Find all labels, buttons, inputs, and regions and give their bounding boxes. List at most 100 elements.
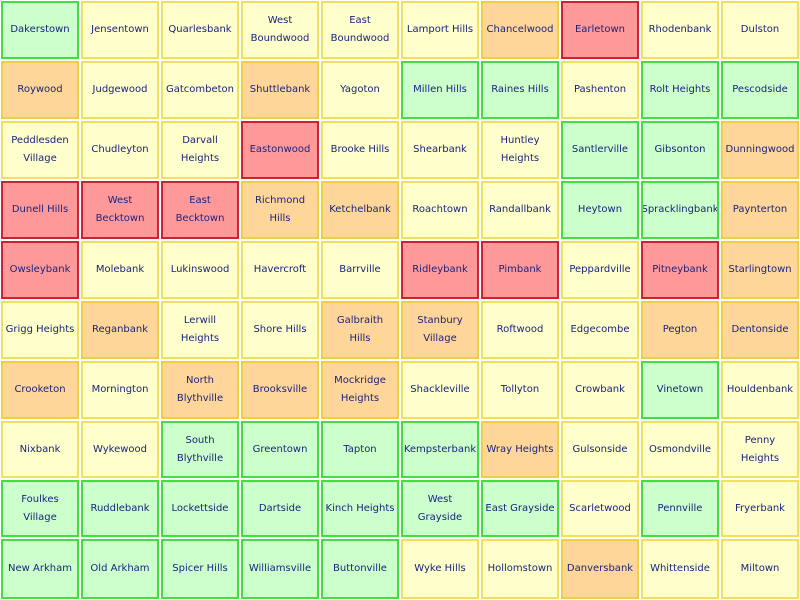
suburb-cell-dakerstown[interactable]: Dakerstown (1, 1, 79, 59)
suburb-cell-lukinswood[interactable]: Lukinswood (161, 241, 239, 299)
suburb-cell-danversbank[interactable]: Danversbank (561, 539, 639, 599)
suburb-cell-lerwill-heights[interactable]: Lerwill Heights (161, 301, 239, 359)
suburb-cell-roywood[interactable]: Roywood (1, 61, 79, 119)
suburb-cell-east-boundwood[interactable]: East Boundwood (321, 1, 399, 59)
suburb-cell-foulkes-village[interactable]: Foulkes Village (1, 480, 79, 537)
suburb-cell-molebank[interactable]: Molebank (81, 241, 159, 299)
suburb-cell-north-blythville[interactable]: North Blythville (161, 361, 239, 419)
suburb-cell-fryerbank[interactable]: Fryerbank (721, 480, 799, 537)
suburb-cell-paynterton[interactable]: Paynterton (721, 181, 799, 239)
suburb-cell-grigg-heights[interactable]: Grigg Heights (1, 301, 79, 359)
suburb-cell-peddlesden-village[interactable]: Peddlesden Village (1, 121, 79, 179)
suburb-cell-yagoton[interactable]: Yagoton (321, 61, 399, 119)
suburb-cell-west-grayside[interactable]: West Grayside (401, 480, 479, 537)
suburb-cell-millen-hills[interactable]: Millen Hills (401, 61, 479, 119)
suburb-cell-pitneybank[interactable]: Pitneybank (641, 241, 719, 299)
suburb-cell-dunningwood[interactable]: Dunningwood (721, 121, 799, 179)
suburb-cell-pimbank[interactable]: Pimbank (481, 241, 559, 299)
suburb-cell-rhodenbank[interactable]: Rhodenbank (641, 1, 719, 59)
suburb-cell-ketchelbank[interactable]: Ketchelbank (321, 181, 399, 239)
suburb-cell-pennville[interactable]: Pennville (641, 480, 719, 537)
suburb-cell-dartside[interactable]: Dartside (241, 480, 319, 537)
suburb-cell-hollomstown[interactable]: Hollomstown (481, 539, 559, 599)
suburb-cell-spracklingbank[interactable]: Spracklingbank (641, 181, 719, 239)
suburb-cell-rolt-heights[interactable]: Rolt Heights (641, 61, 719, 119)
suburb-cell-wray-heights[interactable]: Wray Heights (481, 421, 559, 478)
suburb-cell-chudleyton[interactable]: Chudleyton (81, 121, 159, 179)
suburb-cell-reganbank[interactable]: Reganbank (81, 301, 159, 359)
suburb-cell-pescodside[interactable]: Pescodside (721, 61, 799, 119)
suburb-cell-chancelwood[interactable]: Chancelwood (481, 1, 559, 59)
suburb-cell-tollyton[interactable]: Tollyton (481, 361, 559, 419)
suburb-cell-spicer-hills[interactable]: Spicer Hills (161, 539, 239, 599)
suburb-cell-williamsville[interactable]: Williamsville (241, 539, 319, 599)
suburb-cell-osmondville[interactable]: Osmondville (641, 421, 719, 478)
suburb-cell-crooketon[interactable]: Crooketon (1, 361, 79, 419)
suburb-cell-eastonwood[interactable]: Eastonwood (241, 121, 319, 179)
suburb-cell-earletown[interactable]: Earletown (561, 1, 639, 59)
suburb-cell-scarletwood[interactable]: Scarletwood (561, 480, 639, 537)
suburb-cell-dentonside[interactable]: Dentonside (721, 301, 799, 359)
suburb-cell-mornington[interactable]: Mornington (81, 361, 159, 419)
suburb-cell-vinetown[interactable]: Vinetown (641, 361, 719, 419)
suburb-cell-new-arkham[interactable]: New Arkham (1, 539, 79, 599)
suburb-cell-west-becktown[interactable]: West Becktown (81, 181, 159, 239)
suburb-cell-huntley-heights[interactable]: Huntley Heights (481, 121, 559, 179)
suburb-cell-starlingtown[interactable]: Starlingtown (721, 241, 799, 299)
suburb-cell-gatcombeton[interactable]: Gatcombeton (161, 61, 239, 119)
suburb-cell-miltown[interactable]: Miltown (721, 539, 799, 599)
suburb-cell-roftwood[interactable]: Roftwood (481, 301, 559, 359)
suburb-cell-tapton[interactable]: Tapton (321, 421, 399, 478)
suburb-cell-kempsterbank[interactable]: Kempsterbank (401, 421, 479, 478)
suburb-cell-heytown[interactable]: Heytown (561, 181, 639, 239)
suburb-cell-penny-heights[interactable]: Penny Heights (721, 421, 799, 478)
suburb-cell-wykewood[interactable]: Wykewood (81, 421, 159, 478)
suburb-cell-edgecombe[interactable]: Edgecombe (561, 301, 639, 359)
suburb-cell-east-grayside[interactable]: East Grayside (481, 480, 559, 537)
suburb-cell-owsleybank[interactable]: Owsleybank (1, 241, 79, 299)
suburb-cell-greentown[interactable]: Greentown (241, 421, 319, 478)
suburb-cell-houldenbank[interactable]: Houldenbank (721, 361, 799, 419)
suburb-cell-darvall-heights[interactable]: Darvall Heights (161, 121, 239, 179)
suburb-cell-quarlesbank[interactable]: Quarlesbank (161, 1, 239, 59)
suburb-cell-old-arkham[interactable]: Old Arkham (81, 539, 159, 599)
suburb-cell-buttonville[interactable]: Buttonville (321, 539, 399, 599)
suburb-cell-shearbank[interactable]: Shearbank (401, 121, 479, 179)
suburb-cell-kinch-heights[interactable]: Kinch Heights (321, 480, 399, 537)
suburb-cell-crowbank[interactable]: Crowbank (561, 361, 639, 419)
suburb-cell-dunell-hills[interactable]: Dunell Hills (1, 181, 79, 239)
suburb-cell-raines-hills[interactable]: Raines Hills (481, 61, 559, 119)
suburb-cell-santlerville[interactable]: Santlerville (561, 121, 639, 179)
suburb-cell-mockridge-heights[interactable]: Mockridge Heights (321, 361, 399, 419)
suburb-cell-randallbank[interactable]: Randallbank (481, 181, 559, 239)
suburb-cell-ridleybank[interactable]: Ridleybank (401, 241, 479, 299)
suburb-cell-brooksville[interactable]: Brooksville (241, 361, 319, 419)
suburb-cell-nixbank[interactable]: Nixbank (1, 421, 79, 478)
suburb-cell-lamport-hills[interactable]: Lamport Hills (401, 1, 479, 59)
suburb-cell-galbraith-hills[interactable]: Galbraith Hills (321, 301, 399, 359)
suburb-cell-gulsonside[interactable]: Gulsonside (561, 421, 639, 478)
suburb-cell-south-blythville[interactable]: South Blythville (161, 421, 239, 478)
suburb-cell-west-boundwood[interactable]: West Boundwood (241, 1, 319, 59)
suburb-cell-roachtown[interactable]: Roachtown (401, 181, 479, 239)
suburb-cell-barrville[interactable]: Barrville (321, 241, 399, 299)
suburb-cell-havercroft[interactable]: Havercroft (241, 241, 319, 299)
suburb-cell-dulston[interactable]: Dulston (721, 1, 799, 59)
suburb-cell-shackleville[interactable]: Shackleville (401, 361, 479, 419)
suburb-cell-pegton[interactable]: Pegton (641, 301, 719, 359)
suburb-cell-east-becktown[interactable]: East Becktown (161, 181, 239, 239)
suburb-cell-gibsonton[interactable]: Gibsonton (641, 121, 719, 179)
suburb-cell-shuttlebank[interactable]: Shuttlebank (241, 61, 319, 119)
suburb-cell-whittenside[interactable]: Whittenside (641, 539, 719, 599)
suburb-cell-jensentown[interactable]: Jensentown (81, 1, 159, 59)
suburb-cell-ruddlebank[interactable]: Ruddlebank (81, 480, 159, 537)
suburb-cell-judgewood[interactable]: Judgewood (81, 61, 159, 119)
suburb-cell-wyke-hills[interactable]: Wyke Hills (401, 539, 479, 599)
suburb-cell-lockettside[interactable]: Lockettside (161, 480, 239, 537)
suburb-cell-shore-hills[interactable]: Shore Hills (241, 301, 319, 359)
suburb-cell-peppardville[interactable]: Peppardville (561, 241, 639, 299)
suburb-cell-stanbury-village[interactable]: Stanbury Village (401, 301, 479, 359)
suburb-cell-richmond-hills[interactable]: Richmond Hills (241, 181, 319, 239)
suburb-cell-brooke-hills[interactable]: Brooke Hills (321, 121, 399, 179)
suburb-cell-pashenton[interactable]: Pashenton (561, 61, 639, 119)
